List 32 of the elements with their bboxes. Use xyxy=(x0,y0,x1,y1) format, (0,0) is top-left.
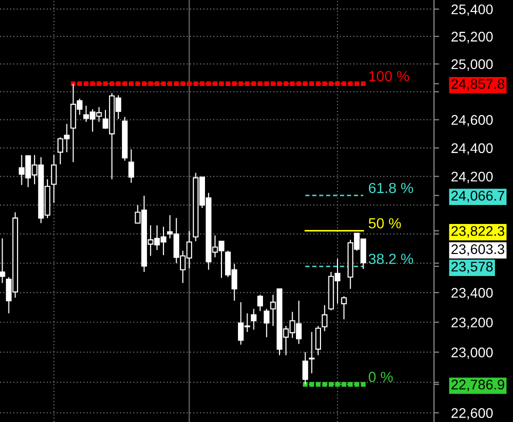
candlestick xyxy=(128,148,134,184)
candlestick xyxy=(51,154,57,204)
candlestick xyxy=(264,308,270,338)
y-tick-label: 24,400 xyxy=(452,143,493,155)
candlestick xyxy=(315,325,322,356)
series-label: 61.8 % xyxy=(368,182,414,194)
candlestick xyxy=(0,238,6,284)
y-tick-label: 24,200 xyxy=(452,172,493,184)
series-label: 100 % xyxy=(369,71,409,82)
series-label: 0 % xyxy=(368,372,393,382)
y-tick-label: 22,786.9 xyxy=(452,380,504,392)
series-label: 38.2 % xyxy=(368,254,414,264)
y-tick-label: 24,600 xyxy=(452,115,493,127)
y-tick-label: 22,600 xyxy=(452,408,493,420)
y-tick-label: 24,066.7 xyxy=(452,190,504,202)
series-label: 50 % xyxy=(368,218,401,228)
candlestick xyxy=(322,304,328,332)
candlestick xyxy=(257,294,263,312)
y-tick-label: 25,000 xyxy=(452,59,493,71)
y-tick-label: 23,200 xyxy=(452,318,493,330)
candlestick xyxy=(308,331,315,374)
candlestick xyxy=(302,352,308,385)
candlestick xyxy=(250,308,257,330)
y-tick-label: 25,400 xyxy=(452,4,493,16)
y-tick-label: 23,822.3 xyxy=(452,226,504,238)
y-tick-label: 23,400 xyxy=(452,288,493,300)
text: 23,603.3 xyxy=(452,244,504,256)
candlestick xyxy=(341,296,347,320)
y-tick-label: 24,857.8 xyxy=(452,79,504,90)
y-tick-label: 23,000 xyxy=(452,348,493,359)
y-tick-label: 25,200 xyxy=(452,32,493,44)
y-tick-label: 23,578 xyxy=(452,262,493,274)
